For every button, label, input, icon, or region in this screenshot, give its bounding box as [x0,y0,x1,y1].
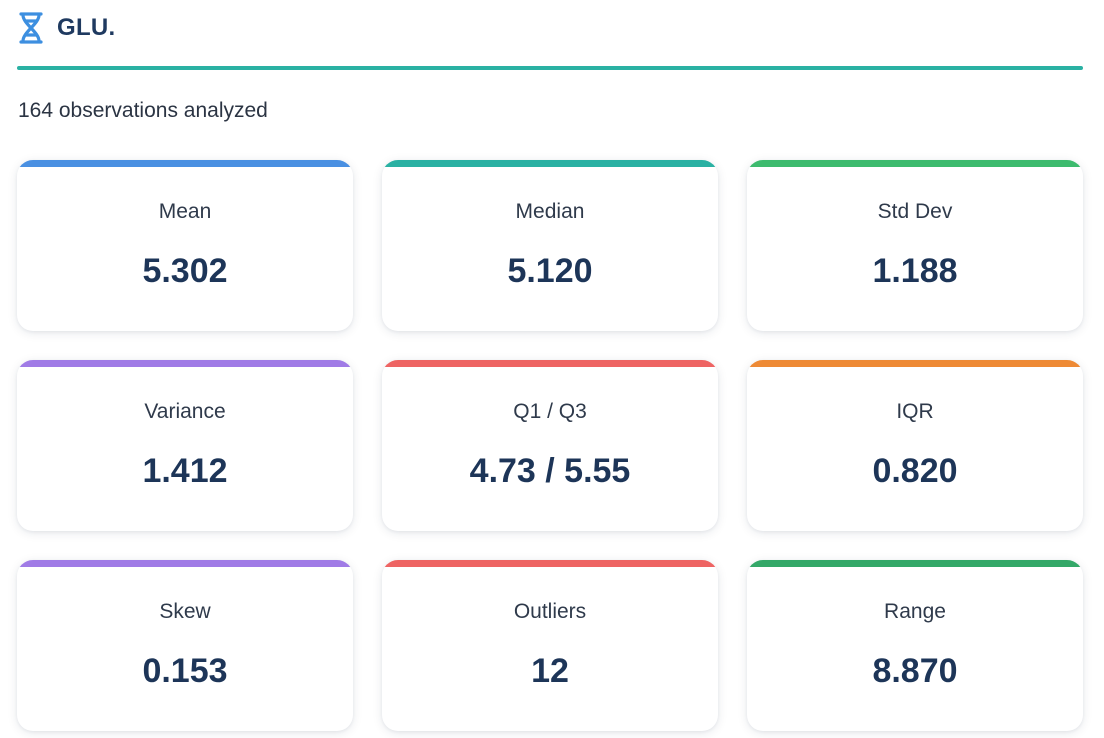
stat-label: Q1 / Q3 [513,400,587,423]
stat-value: 1.188 [872,252,958,290]
stat-value: 1.412 [142,452,228,490]
stat-card-variance: Variance 1.412 [17,360,353,531]
stat-value: 4.73 / 5.55 [469,452,631,490]
stats-grid: Mean 5.302 Median 5.120 Std Dev 1.188 Va… [17,160,1083,731]
stat-value: 12 [531,652,569,690]
card-accent-bar [747,360,1083,367]
card-accent-bar [17,560,353,567]
card-accent-bar [17,160,353,167]
card-accent-bar [382,360,718,367]
stat-card-range: Range 8.870 [747,560,1083,731]
card-accent-bar [382,560,718,567]
dna-icon [17,12,45,44]
header-divider [17,66,1083,70]
stat-card-iqr: IQR 0.820 [747,360,1083,531]
stat-card-outliers: Outliers 12 [382,560,718,731]
stat-card-quartiles: Q1 / Q3 4.73 / 5.55 [382,360,718,531]
stat-card-skew: Skew 0.153 [17,560,353,731]
stat-value: 0.153 [142,652,228,690]
stat-label: Mean [158,200,212,223]
stat-label: Range [884,600,946,623]
header: GLU. [17,10,116,46]
stat-value: 8.870 [872,652,958,690]
stat-value: 5.120 [507,252,593,290]
observations-summary: 164 observations analyzed [18,99,268,122]
stat-label: Variance [144,400,226,423]
card-accent-bar [747,160,1083,167]
page-title: GLU. [57,14,116,41]
stat-label: IQR [896,400,934,423]
stat-label: Median [515,200,585,223]
stat-card-std-dev: Std Dev 1.188 [747,160,1083,331]
card-accent-bar [382,160,718,167]
card-accent-bar [17,360,353,367]
card-accent-bar [747,560,1083,567]
stat-card-mean: Mean 5.302 [17,160,353,331]
stat-card-median: Median 5.120 [382,160,718,331]
stat-value: 0.820 [872,452,958,490]
stat-label: Outliers [513,600,587,623]
stat-value: 5.302 [142,252,228,290]
stat-label: Std Dev [877,200,953,223]
stat-label: Skew [159,600,211,623]
